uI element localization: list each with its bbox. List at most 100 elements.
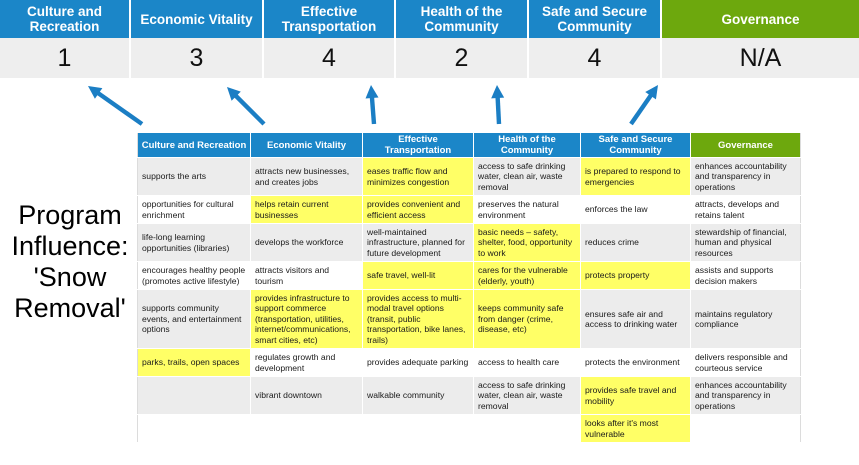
matrix-cell-r3-c2: safe travel, well-lit <box>362 261 474 291</box>
scorecard-value-text: 3 <box>189 43 204 72</box>
matrix-cell-r4-c4: ensures safe air and access to drinking … <box>580 289 691 350</box>
matrix-cell-r0-c0: supports the arts <box>137 157 251 197</box>
scorecard-value-text: 2 <box>454 43 469 72</box>
matrix-header: Culture and Recreation Economic Vitality E… <box>137 133 801 158</box>
matrix-cell-r1-c0: opportunities for cultural enrichment <box>137 195 251 225</box>
matrix-cell-r2-c2: well-maintained infrastructure, planned … <box>362 223 474 263</box>
matrix-cell-r7-c3 <box>473 414 581 443</box>
matrix-cell-r1-c2: provides convenient and efficient access <box>362 195 474 225</box>
matrix-cell-r4-c2: provides access to multi-modal travel op… <box>362 289 474 350</box>
scorecard-header-label: Economic Vitality <box>140 11 253 27</box>
matrix-cell-r6-c2: walkable community <box>362 376 474 416</box>
scorecard-value-text: N/A <box>739 43 782 72</box>
matrix-col-header-2: Effective Transportation <box>362 133 474 158</box>
matrix-cell-r4-c0: supports community events, and entertain… <box>137 289 251 350</box>
matrix-cell-r5-c1: regulates growth and development <box>250 348 363 377</box>
scorecard-value-2: 4 <box>264 38 396 78</box>
matrix-cell-r0-c4: is prepared to respond to emergencies <box>580 157 691 197</box>
scorecard-header-label: Culture and Recreation <box>26 4 102 34</box>
scorecard-summary: Culture and Recreation Economic Vitality E… <box>0 0 859 78</box>
matrix-cell-r7-c1 <box>250 414 363 443</box>
scorecard-header-0: Culture and Recreation <box>0 0 131 38</box>
program-influence-caption: Program Influence: 'Snow Removal' <box>11 200 129 323</box>
arrow-shaft <box>232 92 266 126</box>
arrow-shaft <box>629 91 655 126</box>
scorecard-value-row: 1 3 4 2 4 N/A <box>0 38 859 78</box>
matrix-cell-r0-c2: eases traffic flow and minimizes congest… <box>362 157 474 197</box>
matrix-cell-r5-c4: protects the environment <box>580 348 691 377</box>
matrix-cell-r3-c4: protects property <box>580 261 691 291</box>
matrix-cell-r7-c0 <box>137 414 251 443</box>
scorecard-header-3: Health of the Community <box>396 0 529 38</box>
matrix-col-header-1: Economic Vitality <box>250 133 363 158</box>
scorecard-header-label: Health of the Community <box>420 4 503 34</box>
matrix-col-header-0: Culture and Recreation <box>137 133 251 158</box>
matrix-col-header-4: Safe and Secure Community <box>580 133 691 158</box>
matrix-cell-r5-c2: provides adequate parking <box>362 348 474 377</box>
matrix-col-header-3: Health of the Community <box>473 133 581 158</box>
matrix-cell-r0-c5: enhances accountability and transparency… <box>690 157 801 197</box>
matrix-cell-r1-c5: attracts, develops and retains talent <box>690 195 801 225</box>
matrix-cell-r7-c2 <box>362 414 474 443</box>
matrix-cell-r4-c3: keeps community safe from danger (crime,… <box>473 289 581 350</box>
scorecard-value-text: 4 <box>322 43 336 72</box>
matrix-cell-r6-c1: vibrant downtown <box>250 376 363 416</box>
matrix-cell-r6-c0 <box>137 376 251 416</box>
table-row: supports the arts attracts new businesses… <box>137 157 801 197</box>
arrow-shaft <box>495 94 502 125</box>
scorecard-header-5: Governance <box>662 0 859 38</box>
arrow-safe-and-secure-community <box>629 85 658 126</box>
table-row: looks after it's most vulnerable <box>137 414 801 443</box>
scorecard-header-2: Effective Transportation <box>264 0 396 38</box>
scorecard-value-0: 1 <box>0 38 131 78</box>
arrow-health-of-the-community <box>491 85 505 125</box>
scorecard-value-3: 2 <box>396 38 529 78</box>
matrix-body: supports the arts attracts new businesses… <box>137 157 801 443</box>
matrix-cell-r2-c0: life-long learning opportunities (librar… <box>137 223 251 263</box>
matrix-cell-r4-c1: provides infrastructure to support comme… <box>250 289 363 350</box>
matrix-cell-r6-c3: access to safe drinking water, clean air… <box>473 376 581 416</box>
matrix-cell-r0-c1: attracts new businesses, and creates job… <box>250 157 363 197</box>
table-row: encourages healthy people (promotes acti… <box>137 261 801 291</box>
matrix-cell-r3-c0: encourages healthy people (promotes acti… <box>137 261 251 291</box>
scorecard-header-label: Governance <box>721 11 800 27</box>
matrix-cell-r4-c5: maintains regulatory compliance <box>690 289 801 350</box>
matrix-cell-r1-c4: enforces the law <box>580 195 691 225</box>
scorecard-value-text: 1 <box>57 43 72 72</box>
arrow-head <box>88 86 103 99</box>
table-row: parks, trails, open spaces regulates grow… <box>137 348 801 377</box>
matrix-cell-r0-c3: access to safe drinking water, clean air… <box>473 157 581 197</box>
outcomes-matrix-table: Culture and Recreation Economic Vitality E… <box>137 133 801 443</box>
arrow-economic-vitality <box>227 87 266 126</box>
matrix-cell-r6-c5: enhances accountability and transparency… <box>690 376 801 416</box>
scorecard-header-1: Economic Vitality <box>131 0 264 38</box>
arrow-head <box>645 85 658 100</box>
scorecard-header-4: Safe and Secure Community <box>529 0 662 38</box>
arrow-shaft <box>94 89 144 126</box>
matrix-cell-r3-c3: cares for the vulnerable (elderly, youth… <box>473 261 581 291</box>
scorecard-value-5: N/A <box>662 38 859 78</box>
matrix-cell-r2-c1: develops the workforce <box>250 223 363 263</box>
scorecard-header-row: Culture and Recreation Economic Vitality E… <box>0 0 859 38</box>
matrix-cell-r7-c4: looks after it's most vulnerable <box>580 414 691 443</box>
matrix-cell-r1-c1: helps retain current businesses <box>250 195 363 225</box>
matrix-header-row: Culture and Recreation Economic Vitality E… <box>137 133 801 158</box>
table-row: life-long learning opportunities (librar… <box>137 223 801 263</box>
matrix-cell-r2-c3: basic needs – safety, shelter, food, opp… <box>473 223 581 263</box>
matrix-cell-r5-c3: access to health care <box>473 348 581 377</box>
matrix-cell-r3-c1: attracts visitors and tourism <box>250 261 363 291</box>
scorecard-value-1: 3 <box>131 38 264 78</box>
scorecard-header-label: Effective Transportation <box>281 4 377 34</box>
table-row: vibrant downtown walkable community access… <box>137 376 801 416</box>
arrow-culture-and-recreation <box>88 86 144 126</box>
scorecard-value-4: 4 <box>529 38 662 78</box>
matrix-cell-r5-c0: parks, trails, open spaces <box>137 348 251 377</box>
table-row: supports community events, and entertain… <box>137 289 801 350</box>
matrix-col-header-5: Governance <box>690 133 801 158</box>
matrix-cell-r3-c5: assists and supports decision makers <box>690 261 801 291</box>
matrix-cell-r5-c5: delivers responsible and courteous servi… <box>690 348 801 377</box>
arrow-head <box>365 85 379 99</box>
table-row: opportunities for cultural enrichment hel… <box>137 195 801 225</box>
arrow-shaft <box>369 94 377 125</box>
arrow-effective-transportation <box>365 85 379 125</box>
